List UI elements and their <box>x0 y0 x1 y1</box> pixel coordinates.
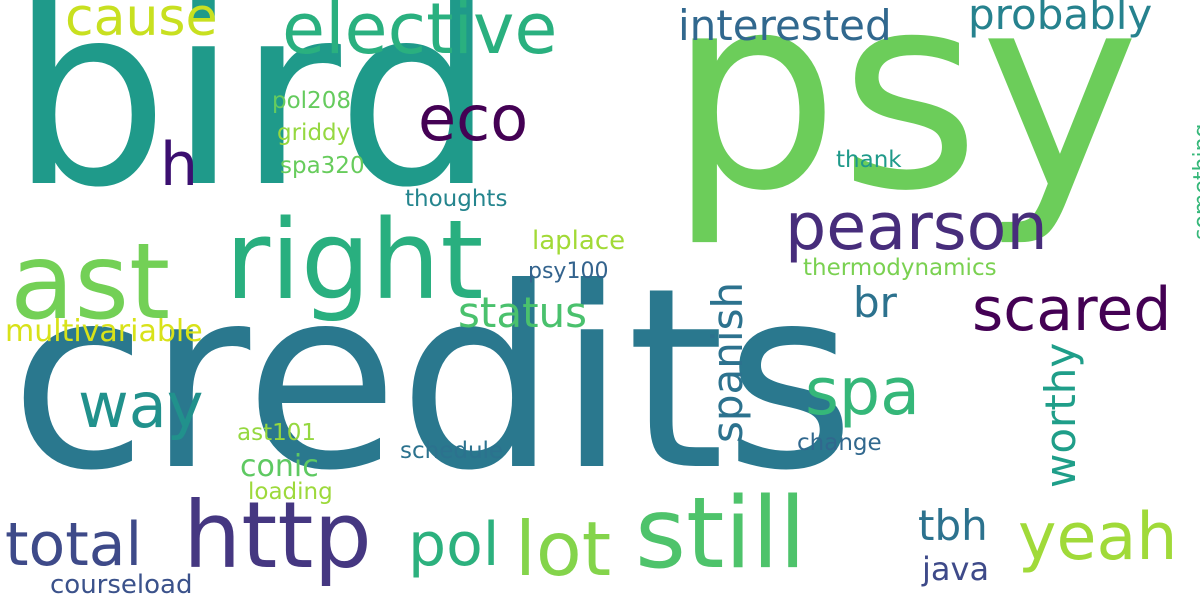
word-still: still <box>635 477 807 591</box>
word-pol208: pol208 <box>272 88 351 114</box>
word-ast: ast <box>10 221 171 343</box>
word-ast101: ast101 <box>237 420 316 446</box>
word-cause: cause <box>65 0 218 48</box>
word-spa: spa <box>805 355 920 430</box>
word-laplace: laplace <box>532 226 626 256</box>
word-griddy: griddy <box>277 120 351 146</box>
word-tbh: tbh <box>918 501 988 550</box>
word-psy: psy <box>668 0 1140 250</box>
word-loading: loading <box>248 479 333 505</box>
word-status: status <box>458 288 588 337</box>
word-courseload: courseload <box>50 570 193 600</box>
word-something: something <box>1190 123 1200 240</box>
word-probably: probably <box>968 0 1153 39</box>
word-way: way <box>78 369 204 442</box>
word-interested: interested <box>678 1 892 50</box>
word-pol: pol <box>408 510 500 580</box>
word-pearson: pearson <box>785 190 1048 265</box>
word-worthy: worthy <box>1036 342 1085 488</box>
word-thank: thank <box>836 147 902 173</box>
word-conic: conic <box>240 449 319 484</box>
word-bird: bird <box>10 0 496 242</box>
word-br: br <box>853 278 897 327</box>
word-scared: scared <box>972 275 1172 345</box>
word-thermodynamics: thermodynamics <box>803 255 997 281</box>
word-thoughts: thoughts <box>405 186 508 212</box>
word-spa320: spa320 <box>280 153 365 179</box>
word-java: java <box>922 550 990 588</box>
word-schedule: schedule <box>400 438 504 464</box>
word-spanish: spanish <box>703 281 752 443</box>
word-change: change <box>797 430 882 456</box>
word-http: http <box>183 482 372 589</box>
word-total: total <box>5 510 143 580</box>
word-eco: eco <box>418 82 529 155</box>
word-multivariable: multivariable <box>5 314 203 349</box>
word-psy100: psy100 <box>528 259 609 284</box>
word-yeah: yeah <box>1018 500 1178 575</box>
word-credits: credits <box>10 234 855 525</box>
word-lot: lot <box>515 505 612 593</box>
word-right: right <box>225 196 484 324</box>
word-elective: elective <box>282 0 558 70</box>
word-h: h <box>160 130 199 200</box>
